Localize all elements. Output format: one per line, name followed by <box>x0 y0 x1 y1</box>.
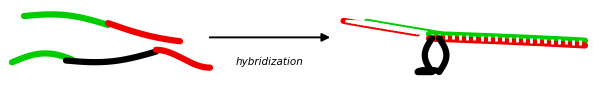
Text: hybridization: hybridization <box>236 57 304 67</box>
